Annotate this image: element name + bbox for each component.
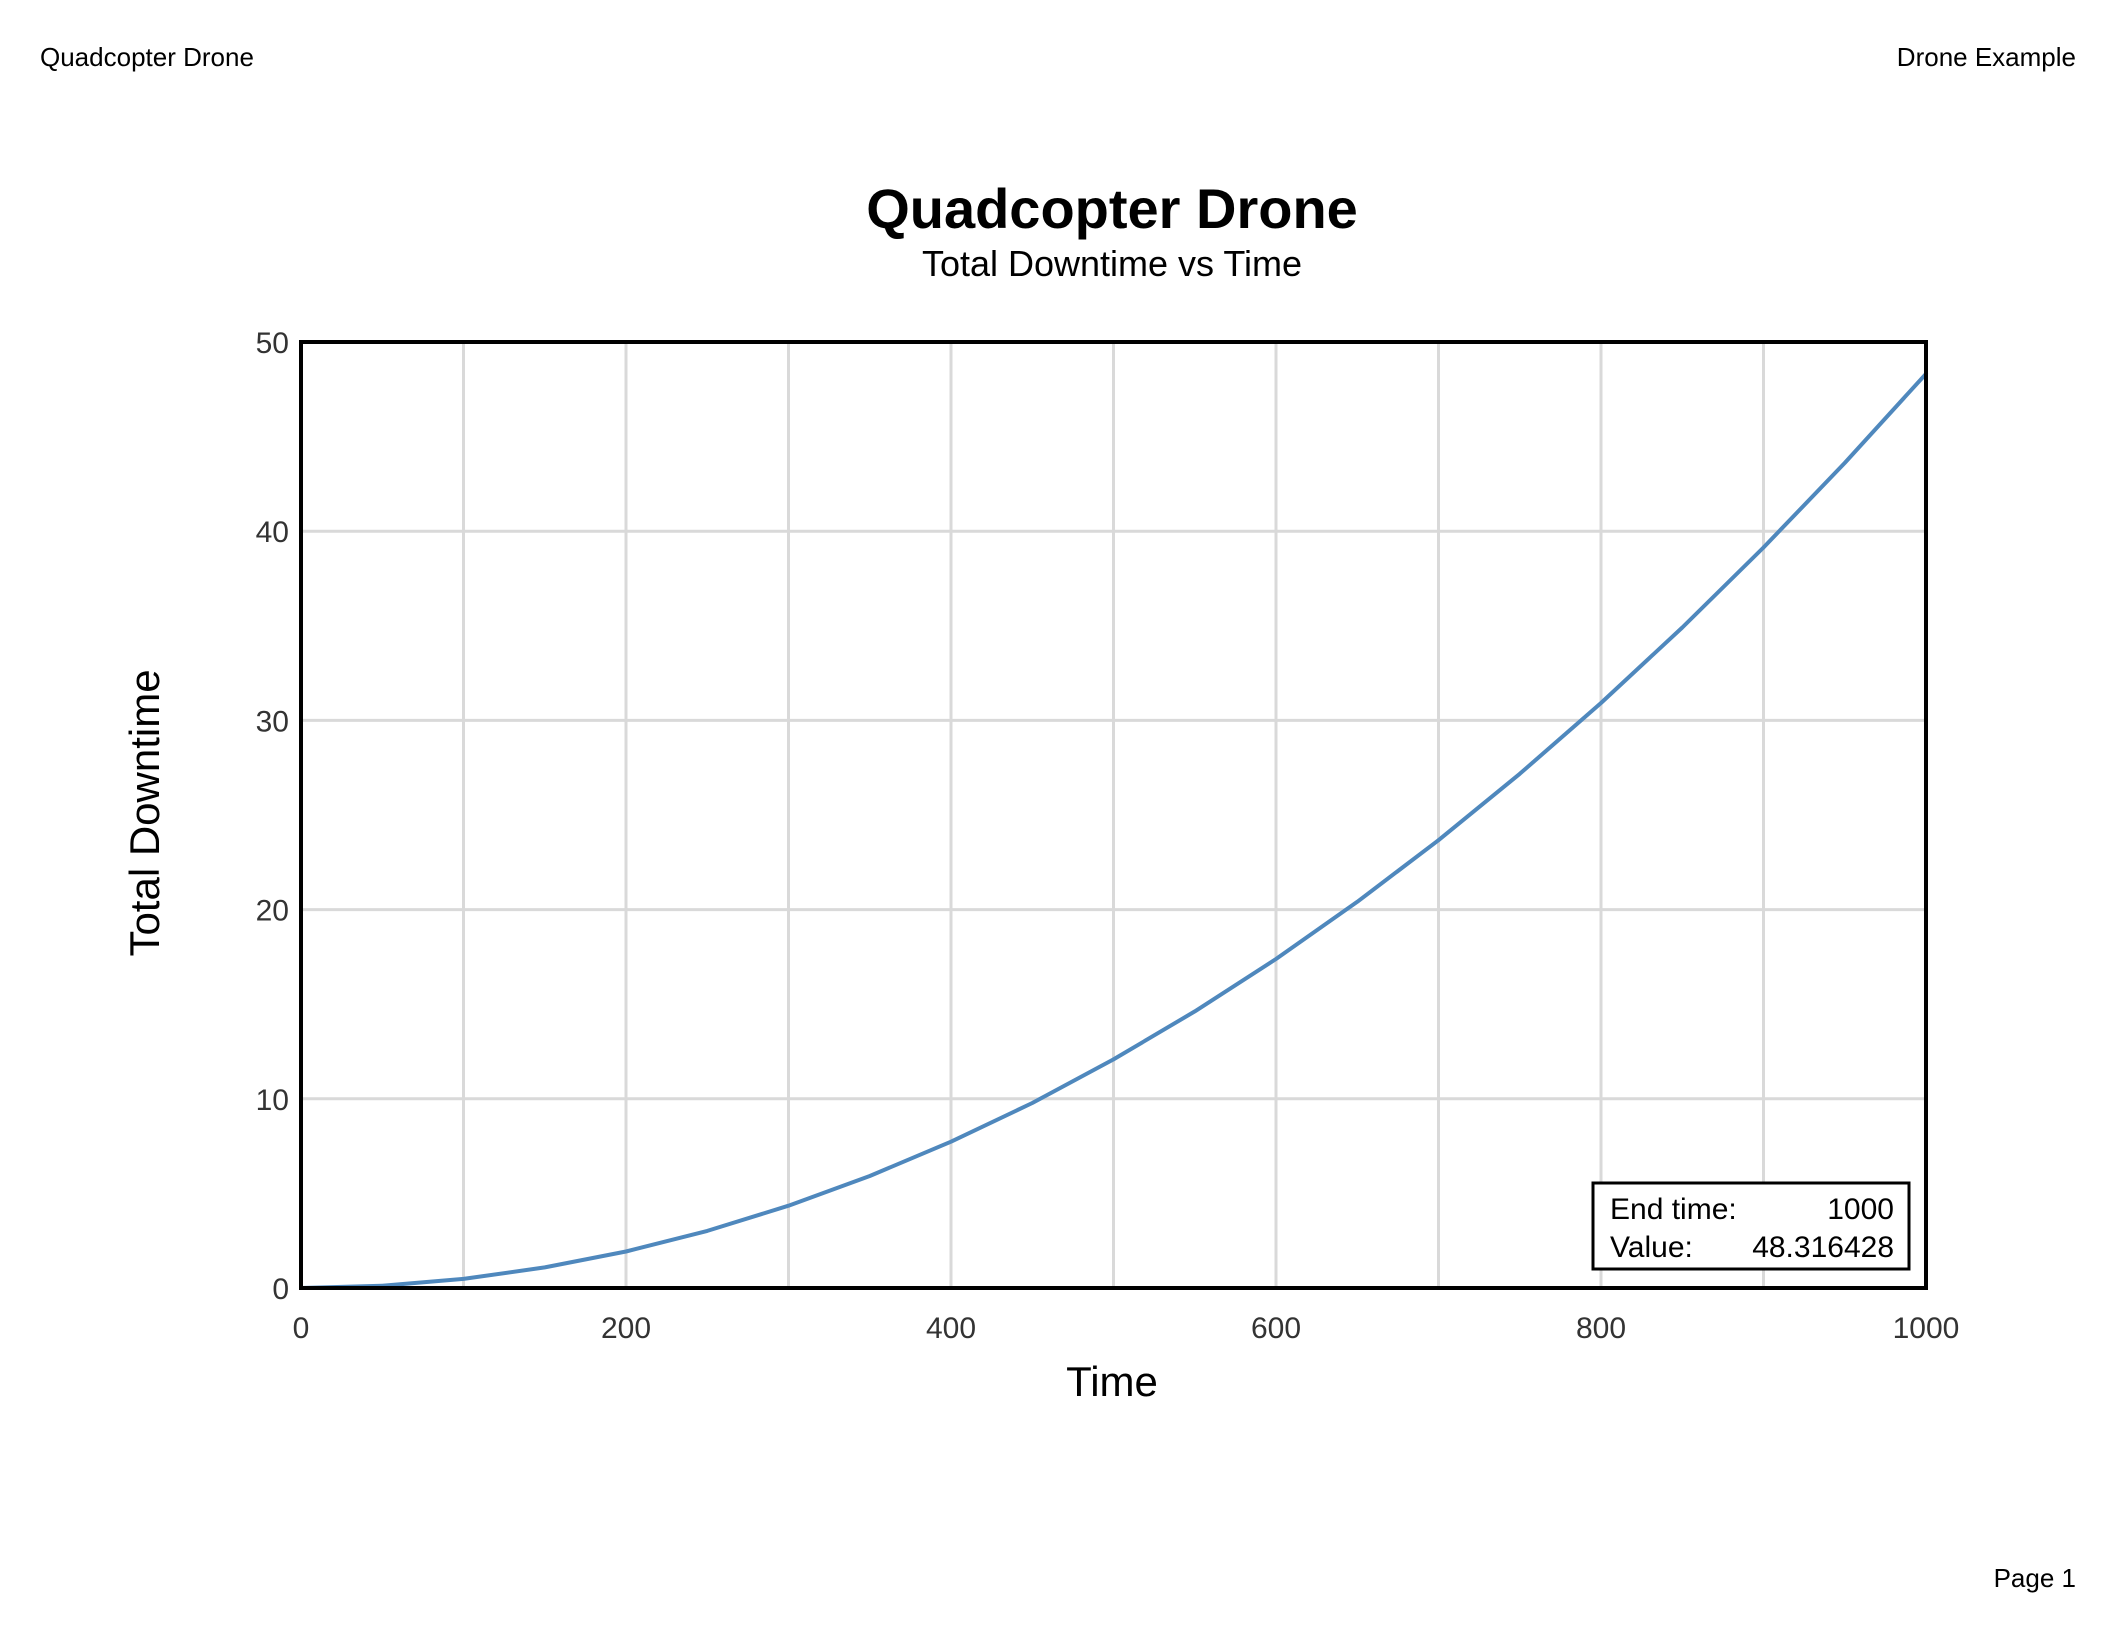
x-tick-label: 1000: [1893, 1312, 1960, 1345]
series-layer: [299, 371, 1928, 1290]
y-tick-label: 10: [256, 1084, 289, 1117]
tick-labels: 0 200 400 600 800 1000 0 10 20 30 40 50: [256, 327, 1960, 1345]
y-axis-title: Total Downtime: [121, 669, 168, 956]
x-tick-label: 400: [926, 1312, 976, 1345]
grid: [299, 340, 1928, 1290]
y-tick-label: 30: [256, 705, 289, 738]
series-line: [299, 371, 1928, 1290]
x-tick-label: 0: [293, 1312, 310, 1345]
chart-subtitle: Total Downtime vs Time: [922, 243, 1302, 284]
y-tick-label: 40: [256, 516, 289, 549]
page-header-left: Quadcopter Drone: [40, 42, 254, 72]
end-time-label: End time:: [1610, 1193, 1737, 1226]
y-tick-label: 0: [272, 1273, 289, 1306]
page-header-right: Drone Example: [1896, 42, 2076, 72]
y-tick-label: 50: [256, 327, 289, 360]
annotation-border: [1591, 1181, 1911, 1271]
page-number: Page 1: [1993, 1563, 2076, 1593]
x-tick-label: 600: [1251, 1312, 1301, 1345]
end-time-value: 1000: [1827, 1193, 1894, 1226]
x-tick-label: 200: [601, 1312, 651, 1345]
x-tick-label: 800: [1576, 1312, 1626, 1345]
plot-frame: [299, 340, 1928, 1290]
chart-title: Quadcopter Drone: [866, 177, 1358, 240]
y-tick-label: 20: [256, 895, 289, 928]
x-axis-title: Time: [1066, 1358, 1158, 1405]
value-label: Value:: [1610, 1231, 1693, 1264]
end-value-annotation: End time: 1000 Value: 48.316428: [1591, 1181, 1911, 1271]
value-value: 48.316428: [1752, 1231, 1894, 1264]
